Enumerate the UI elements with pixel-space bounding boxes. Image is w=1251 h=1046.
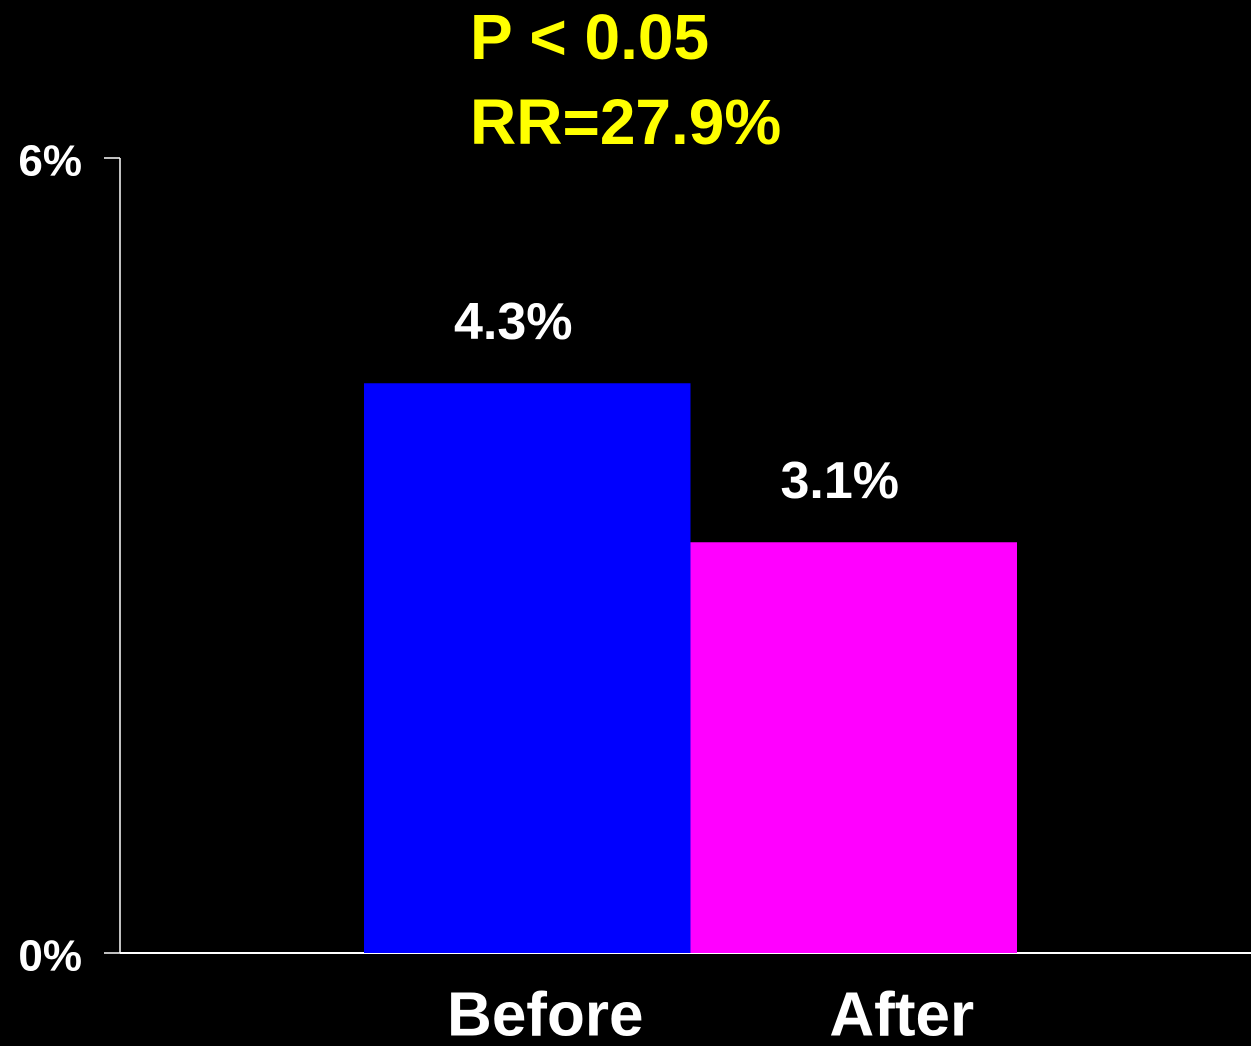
bar (364, 383, 691, 953)
x-tick-label: Before (447, 980, 643, 1046)
y-tick-label: 6% (18, 137, 82, 186)
value-label: 4.3% (454, 293, 573, 351)
annotation: RR=27.9% (470, 86, 781, 158)
bar (690, 542, 1017, 953)
y-tick-label: 0% (18, 932, 82, 981)
annotation: P < 0.05 (470, 1, 709, 73)
value-label: 3.1% (780, 452, 899, 510)
x-tick-label: After (829, 980, 974, 1046)
